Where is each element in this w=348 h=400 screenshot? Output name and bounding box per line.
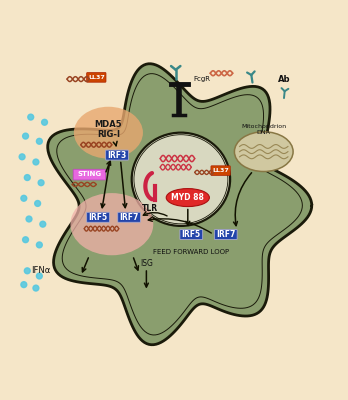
Ellipse shape: [235, 132, 293, 172]
Circle shape: [40, 221, 46, 227]
FancyBboxPatch shape: [73, 169, 106, 180]
Circle shape: [33, 159, 39, 165]
Polygon shape: [48, 64, 312, 345]
FancyBboxPatch shape: [211, 166, 230, 176]
Circle shape: [26, 216, 32, 222]
Text: MYD 88: MYD 88: [171, 193, 204, 202]
FancyBboxPatch shape: [118, 212, 141, 222]
Ellipse shape: [70, 193, 153, 255]
Text: IRF5: IRF5: [88, 213, 108, 222]
Text: MDA5: MDA5: [95, 120, 122, 128]
Circle shape: [21, 282, 27, 288]
FancyBboxPatch shape: [106, 150, 128, 160]
Text: IRF3: IRF3: [108, 150, 127, 160]
FancyBboxPatch shape: [214, 230, 237, 240]
Text: IFNα: IFNα: [31, 266, 51, 275]
Ellipse shape: [74, 107, 143, 158]
Circle shape: [23, 237, 29, 243]
Text: DNA: DNA: [257, 130, 271, 136]
Circle shape: [24, 175, 30, 180]
Text: ISG: ISG: [140, 259, 153, 268]
FancyBboxPatch shape: [180, 230, 203, 240]
Circle shape: [38, 180, 44, 186]
Text: Ab: Ab: [278, 75, 290, 84]
Text: RIG-I: RIG-I: [97, 130, 120, 139]
Circle shape: [24, 268, 30, 274]
Circle shape: [37, 242, 42, 248]
Circle shape: [35, 200, 41, 206]
Text: FcgR: FcgR: [193, 76, 210, 82]
Circle shape: [42, 119, 47, 125]
Text: LL37: LL37: [88, 75, 105, 80]
Text: LL37: LL37: [212, 168, 229, 173]
Circle shape: [37, 138, 42, 144]
Text: IRF7: IRF7: [119, 213, 139, 222]
FancyBboxPatch shape: [87, 72, 106, 82]
Circle shape: [37, 273, 42, 279]
Text: FEED FORWARD LOOP: FEED FORWARD LOOP: [153, 249, 229, 255]
Text: STING: STING: [77, 172, 102, 178]
Ellipse shape: [166, 189, 209, 206]
Circle shape: [28, 114, 34, 120]
Circle shape: [21, 195, 27, 201]
Text: TLR: TLR: [142, 204, 158, 214]
Circle shape: [23, 133, 29, 139]
Circle shape: [19, 154, 25, 160]
FancyArrowPatch shape: [148, 218, 211, 233]
Circle shape: [33, 285, 39, 291]
Text: IRF5: IRF5: [182, 230, 201, 239]
Text: IRF7: IRF7: [216, 230, 236, 239]
Ellipse shape: [132, 133, 230, 226]
FancyArrowPatch shape: [143, 212, 167, 216]
FancyBboxPatch shape: [87, 212, 109, 222]
Text: Mitochondrion: Mitochondrion: [241, 124, 286, 128]
